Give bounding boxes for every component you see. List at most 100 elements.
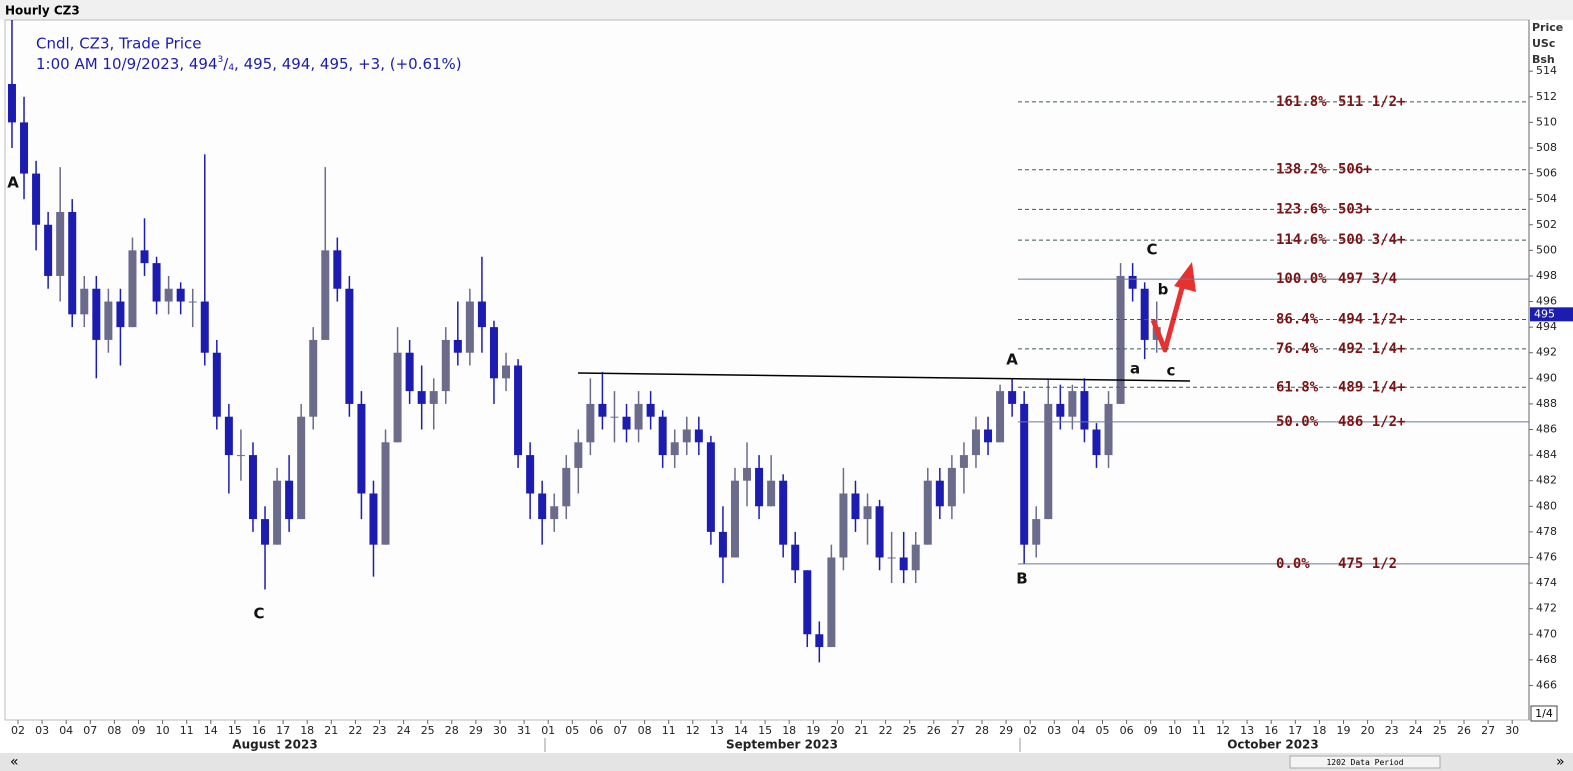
- x-tick-label: 02: [11, 724, 25, 737]
- x-tick-label: 12: [686, 724, 700, 737]
- candle-body: [694, 429, 703, 443]
- wave-label: A: [7, 174, 19, 192]
- candle-body: [321, 250, 330, 340]
- candle-body: [935, 480, 944, 507]
- legend-text: , 495, 494, 495, +3, (+0.61%): [234, 55, 462, 73]
- x-tick-label: 16: [252, 724, 266, 737]
- axis-header: Bsh: [1532, 53, 1555, 66]
- fib-percent: 0.0%: [1276, 556, 1310, 572]
- y-tick-label: 504: [1536, 192, 1557, 205]
- candle-body: [1140, 288, 1149, 340]
- candle-body: [538, 493, 547, 520]
- x-tick-label: 22: [879, 724, 893, 737]
- candle-body: [827, 557, 836, 648]
- fib-price: 494 1/2+: [1338, 311, 1405, 327]
- x-tick-label: 21: [324, 724, 338, 737]
- candle-body: [309, 339, 318, 417]
- fib-percent: 114.6%: [1276, 232, 1327, 248]
- x-tick-label: 23: [1385, 724, 1399, 737]
- candle-body: [911, 544, 920, 571]
- candle-body: [670, 442, 679, 456]
- month-label: September 2023: [726, 738, 838, 752]
- fib-price: 497 3/4: [1338, 271, 1397, 287]
- candle-body: [1080, 391, 1089, 430]
- y-tick-label: 508: [1536, 141, 1557, 154]
- candle-body: [44, 224, 53, 276]
- trend-line: [577, 372, 1191, 382]
- fib-price: 503+: [1338, 201, 1372, 217]
- y-tick-label: 484: [1536, 448, 1557, 461]
- candle-body: [381, 442, 390, 545]
- x-tick-label: 26: [927, 724, 941, 737]
- x-tick-label: 01: [541, 724, 555, 737]
- x-tick-label: 13: [1240, 724, 1254, 737]
- fib-percent: 86.4%: [1276, 311, 1319, 327]
- candle-body: [1032, 519, 1041, 545]
- candle-body: [297, 416, 306, 520]
- candle-body: [996, 391, 1005, 443]
- fib-percent: 50.0%: [1276, 414, 1319, 430]
- increment: 1/4: [1535, 707, 1553, 720]
- scrollbar[interactable]: [0, 753, 1573, 771]
- candle-body: [562, 467, 571, 507]
- candle-body: [598, 403, 607, 417]
- x-tick-label: 20: [830, 724, 844, 737]
- legend-line: Cndl, CZ3, Trade Price: [36, 35, 201, 53]
- fib-percent: 76.4%: [1276, 341, 1319, 357]
- candle-body: [1104, 403, 1113, 456]
- scroll-left[interactable]: «: [10, 754, 19, 770]
- y-tick-label: 512: [1536, 90, 1557, 103]
- x-tick-label: 15: [228, 724, 242, 737]
- candle-body: [116, 301, 125, 328]
- status: 1202 Data Period: [1326, 758, 1403, 767]
- candle-body: [489, 327, 498, 379]
- last-price-marker: [1530, 307, 1573, 322]
- last-price-label: 495: [1534, 307, 1555, 320]
- x-tick-label: 19: [1337, 724, 1351, 737]
- wave-label: a: [1130, 360, 1140, 378]
- y-tick-label: 510: [1536, 115, 1557, 128]
- x-tick-label: 20: [1361, 724, 1375, 737]
- y-tick-label: 502: [1536, 218, 1557, 231]
- forecast-arrowhead: [1174, 262, 1196, 292]
- candle-body: [791, 544, 800, 571]
- candle-body: [453, 339, 462, 353]
- x-tick-label: 07: [83, 724, 97, 737]
- candle-body: [574, 442, 583, 468]
- x-tick-label: 30: [1505, 724, 1519, 737]
- legend-frac: /: [223, 55, 229, 73]
- window-title: Hourly CZ3: [5, 4, 80, 18]
- y-tick-label: 490: [1536, 371, 1557, 384]
- candle-body: [947, 467, 956, 507]
- x-tick-label: 13: [710, 724, 724, 737]
- candle-body: [839, 493, 848, 558]
- x-tick-label: 07: [614, 724, 628, 737]
- x-tick-label: 26: [1457, 724, 1471, 737]
- x-tick-label: 24: [397, 724, 411, 737]
- fib-percent: 138.2%: [1276, 162, 1327, 178]
- scroll-right[interactable]: »: [1556, 754, 1565, 770]
- candle-body: [923, 480, 932, 545]
- x-tick-label: 25: [1433, 724, 1447, 737]
- candle-body: [236, 455, 245, 457]
- candle-body: [971, 429, 980, 456]
- candle-body: [441, 339, 450, 392]
- increment-box: [1530, 705, 1558, 722]
- x-tick-label: 10: [1168, 724, 1182, 737]
- month-label: October 2023: [1227, 738, 1319, 752]
- candle-body: [502, 365, 511, 379]
- candle-body: [104, 301, 113, 340]
- x-tick-label: 24: [1409, 724, 1423, 737]
- x-tick-label: 29: [469, 724, 483, 737]
- legend-line: 1:00 AM 10/9/2023, 4943/4, 495, 494, 495…: [36, 55, 462, 73]
- x-tick-label: 18: [782, 724, 796, 737]
- candle-body: [1044, 403, 1053, 520]
- legend-frac: 4: [228, 63, 234, 73]
- fib-price: 506+: [1338, 162, 1372, 178]
- candle-body: [646, 403, 655, 417]
- x-tick-label: 25: [421, 724, 435, 737]
- candle-body: [92, 288, 101, 340]
- candle-body: [188, 301, 197, 303]
- wave-label: C: [253, 605, 264, 623]
- candle-body: [634, 403, 643, 430]
